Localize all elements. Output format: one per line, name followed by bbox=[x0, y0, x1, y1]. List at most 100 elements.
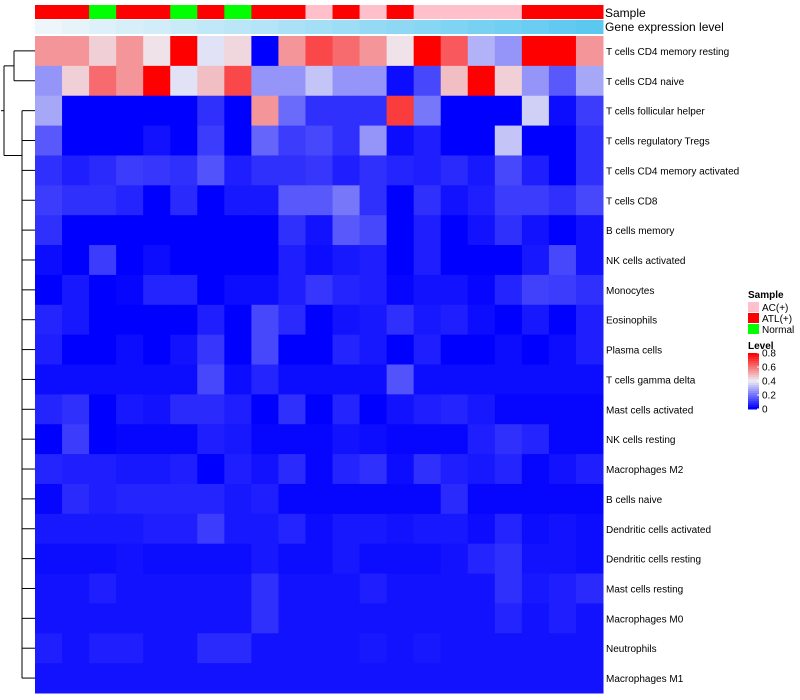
heatmap-cell bbox=[467, 513, 496, 545]
heatmap-cell bbox=[521, 155, 550, 186]
heatmap-cell bbox=[521, 573, 550, 604]
heatmap-cell bbox=[359, 663, 388, 694]
heatmap-cell bbox=[89, 125, 117, 156]
heatmap-cell bbox=[62, 633, 90, 664]
level-legend-step bbox=[748, 385, 759, 388]
heatmap-cell bbox=[170, 125, 198, 156]
heatmap-cell bbox=[197, 36, 225, 67]
heatmap-cell bbox=[224, 36, 252, 67]
heatmap-cell bbox=[170, 663, 198, 694]
heatmap-cell bbox=[494, 125, 523, 156]
gene-level-cell bbox=[467, 20, 496, 34]
heatmap-cell bbox=[170, 424, 198, 455]
heatmap-cell bbox=[224, 543, 252, 575]
heatmap-cell bbox=[251, 633, 279, 664]
sample-annotation-cell bbox=[278, 5, 306, 19]
row-label: NK cells resting bbox=[606, 435, 675, 446]
heatmap-cell bbox=[89, 633, 117, 664]
heatmap-cell bbox=[386, 633, 415, 664]
heatmap-cell bbox=[224, 274, 252, 306]
heatmap-cell bbox=[413, 573, 442, 604]
heatmap-cell bbox=[440, 543, 469, 575]
heatmap-cell bbox=[548, 364, 577, 395]
heatmap-cell bbox=[62, 125, 90, 156]
heatmap-cell bbox=[116, 155, 144, 186]
heatmap-cell bbox=[170, 274, 198, 306]
sample-annotation-cell bbox=[89, 5, 117, 19]
heatmap-cell bbox=[332, 424, 361, 455]
heatmap-cell bbox=[305, 364, 334, 395]
heatmap-cell bbox=[359, 95, 388, 127]
heatmap-cell bbox=[35, 334, 63, 365]
heatmap-cell bbox=[197, 513, 225, 545]
heatmap-cell bbox=[305, 274, 334, 306]
heatmap-cell bbox=[143, 543, 171, 575]
gene-level-cell bbox=[251, 20, 279, 34]
heatmap-cell bbox=[467, 65, 496, 97]
heatmap-cell bbox=[305, 394, 334, 425]
sample-annotation-track bbox=[35, 5, 604, 19]
sample-annotation-cell bbox=[197, 5, 225, 19]
heatmap-cell bbox=[170, 36, 198, 67]
heatmap-cell bbox=[224, 424, 252, 455]
heatmap-cell bbox=[116, 394, 144, 425]
heatmap-cell bbox=[278, 454, 306, 485]
heatmap-cell bbox=[467, 543, 496, 575]
heatmap-cell bbox=[548, 125, 577, 156]
heatmap-cell bbox=[224, 334, 252, 365]
heatmap-cell bbox=[467, 394, 496, 425]
heatmap-cell bbox=[143, 454, 171, 485]
heatmap-cell bbox=[251, 394, 279, 425]
heatmap-cell bbox=[251, 364, 279, 395]
heatmap-cell bbox=[413, 95, 442, 127]
gene-level-cell bbox=[224, 20, 252, 34]
heatmap-cell bbox=[305, 185, 334, 216]
level-legend-step bbox=[748, 403, 759, 406]
heatmap-cell bbox=[548, 603, 577, 634]
heatmap-cell bbox=[89, 215, 117, 246]
heatmap-cell bbox=[575, 513, 604, 545]
gene-level-cell bbox=[494, 20, 523, 34]
heatmap-cell bbox=[467, 364, 496, 395]
heatmap-cell bbox=[170, 334, 198, 365]
level-legend-step bbox=[748, 355, 759, 358]
heatmap-cell bbox=[170, 543, 198, 575]
heatmap-cell bbox=[359, 185, 388, 216]
heatmap-cell bbox=[89, 394, 117, 425]
heatmap-cell bbox=[197, 424, 225, 455]
heatmap-cell bbox=[251, 245, 279, 276]
heatmap-cell bbox=[224, 155, 252, 186]
heatmap-cell bbox=[62, 394, 90, 425]
heatmap-cell bbox=[467, 454, 496, 485]
sample-annotation-cell bbox=[359, 5, 388, 19]
heatmap-cell bbox=[143, 185, 171, 216]
heatmap-cell bbox=[278, 633, 306, 664]
heatmap-cell bbox=[386, 95, 415, 127]
heatmap-cell bbox=[62, 155, 90, 186]
heatmap-cell bbox=[278, 573, 306, 604]
heatmap-cell bbox=[197, 274, 225, 306]
heatmap-cell bbox=[386, 245, 415, 276]
heatmap-cell bbox=[359, 394, 388, 425]
heatmap-cell bbox=[494, 633, 523, 664]
gene-level-cell bbox=[62, 20, 90, 34]
heatmap-cell bbox=[521, 215, 550, 246]
heatmap-cell bbox=[575, 633, 604, 664]
heatmap-cell bbox=[467, 95, 496, 127]
heatmap-cell bbox=[143, 364, 171, 395]
heatmap-cell bbox=[359, 274, 388, 306]
row-label: Monocytes bbox=[606, 286, 654, 297]
heatmap-cell bbox=[548, 633, 577, 664]
heatmap-cell bbox=[170, 95, 198, 127]
heatmap-cell bbox=[386, 304, 415, 336]
heatmap-cell bbox=[89, 364, 117, 395]
heatmap-cell bbox=[413, 334, 442, 365]
heatmap-cell bbox=[278, 394, 306, 425]
heatmap-cell bbox=[413, 543, 442, 575]
row-label: Macrophages M2 bbox=[606, 465, 684, 476]
heatmap-cell bbox=[89, 155, 117, 186]
row-label: Dendritic cells activated bbox=[606, 525, 711, 536]
heatmap-cell bbox=[197, 155, 225, 186]
heatmap-cell bbox=[116, 334, 144, 365]
